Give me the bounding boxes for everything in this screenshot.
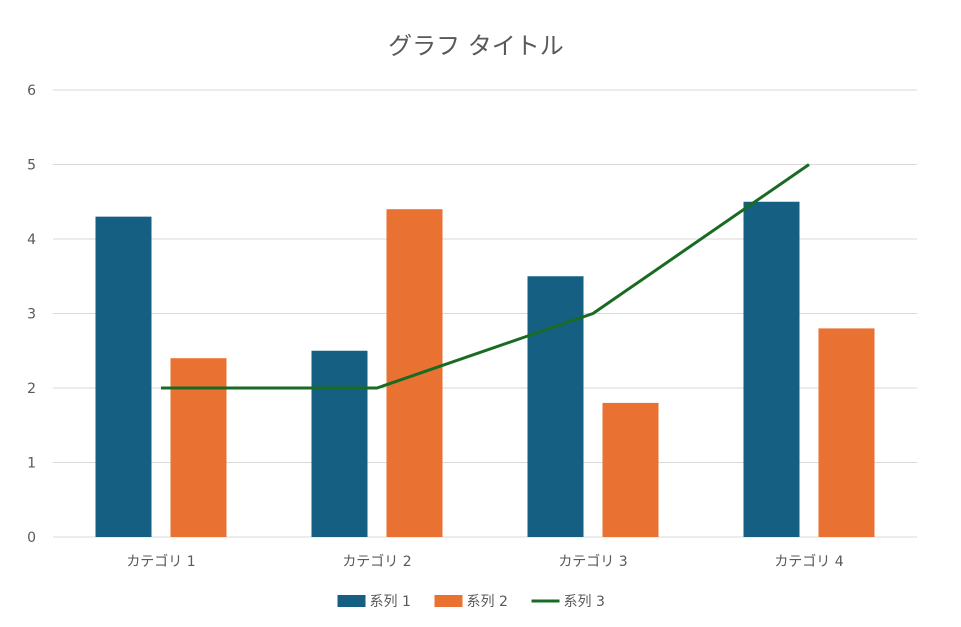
bar-series-2-cat-3 [602, 402, 659, 537]
y-tick-label: 3 [27, 307, 36, 323]
y-tick-label: 2 [27, 381, 36, 397]
legend-swatch-series-2 [434, 595, 463, 607]
bar-layer [95, 201, 875, 537]
bar-series-2-cat-4 [818, 328, 875, 537]
y-tick-label: 4 [27, 232, 36, 248]
line-layer [161, 163, 810, 390]
bar-series-1-cat-2 [311, 350, 368, 537]
legend-label-series-1: 系列 1 [370, 594, 411, 610]
bar-series-2-cat-1 [170, 358, 227, 537]
y-axis-ticks: 0 1 2 3 4 5 6 [27, 83, 36, 546]
x-category-label: カテゴリ 2 [342, 553, 411, 570]
legend-swatch-series-1 [337, 595, 366, 607]
x-category-label: カテゴリ 1 [126, 553, 195, 570]
y-tick-label: 5 [27, 158, 36, 174]
bar-series-1-cat-3 [527, 276, 584, 537]
x-axis-categories: カテゴリ 1 カテゴリ 2 カテゴリ 3 カテゴリ 4 [126, 553, 843, 570]
y-tick-label: 1 [27, 456, 36, 472]
legend-label-series-3: 系列 3 [564, 594, 605, 610]
y-tick-label: 0 [27, 530, 36, 546]
legend-label-series-2: 系列 2 [467, 594, 508, 610]
x-category-label: カテゴリ 3 [558, 553, 627, 570]
chart-title: グラフ タイトル [388, 32, 564, 60]
bar-series-1-cat-4 [743, 201, 800, 537]
line-series-3 [161, 163, 810, 390]
bar-series-1-cat-1 [95, 216, 152, 537]
bar-series-2-cat-2 [386, 209, 443, 537]
x-category-label: カテゴリ 4 [774, 553, 843, 570]
y-tick-label: 6 [27, 83, 36, 99]
legend: 系列 1 系列 2 系列 3 [337, 594, 605, 610]
